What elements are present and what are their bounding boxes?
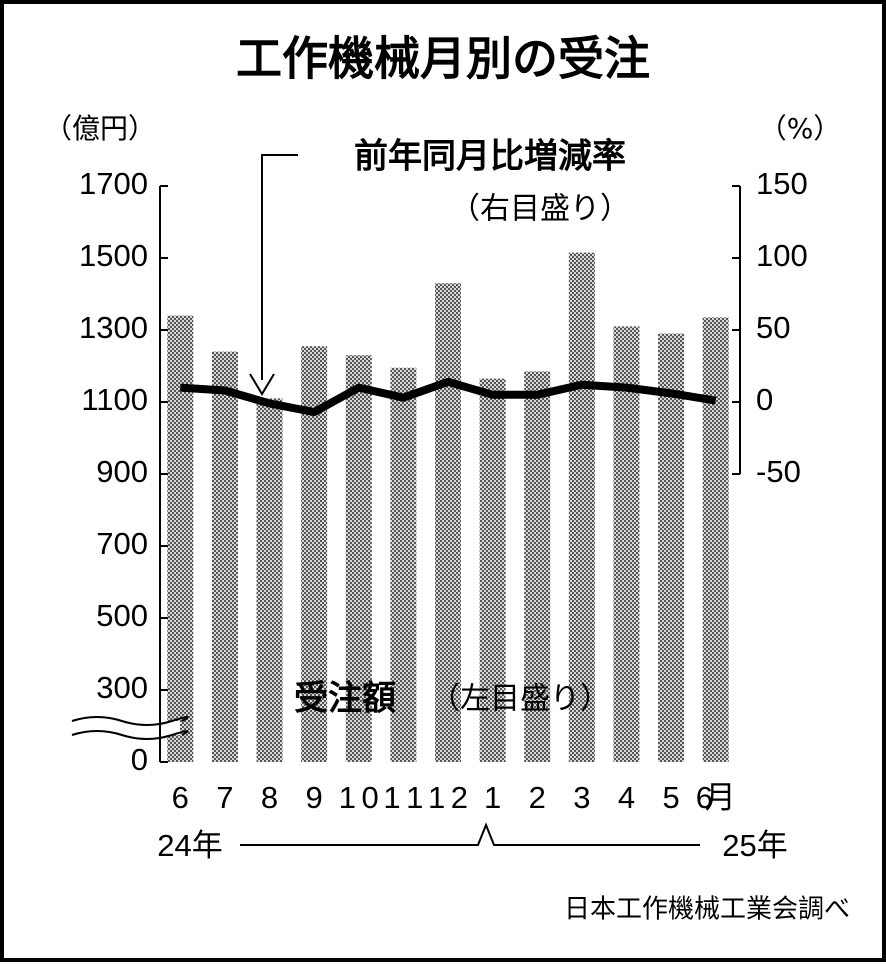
y2-tick-label: 150 xyxy=(756,166,808,201)
y-tick-label: 0 xyxy=(131,742,148,777)
bar xyxy=(568,252,595,762)
bar xyxy=(524,371,551,762)
x-tick-label: 1 xyxy=(484,780,501,815)
y2-tick-label: 100 xyxy=(756,238,808,273)
year-label: 25年 xyxy=(722,828,787,863)
bar xyxy=(390,367,417,762)
y2-tick-label: -50 xyxy=(756,454,801,489)
bar xyxy=(479,378,506,762)
bar xyxy=(702,317,729,762)
y-tick-label: 900 xyxy=(96,454,148,489)
axis-break xyxy=(71,730,189,740)
year-label: 24年 xyxy=(157,828,222,863)
y-tick-label: 1700 xyxy=(79,166,148,201)
x-tick-label: 9 xyxy=(306,780,323,815)
y2-tick-label: 50 xyxy=(756,310,790,345)
x-tick-label: 2 xyxy=(529,780,546,815)
bar xyxy=(256,398,283,762)
bar xyxy=(211,351,238,762)
source: 日本工作機械工業会調べ xyxy=(564,895,850,925)
bar xyxy=(435,283,461,762)
y2-tick-label: 0 xyxy=(756,382,773,417)
year-bracket xyxy=(240,822,700,846)
bar xyxy=(345,355,372,762)
y2-unit: （%） xyxy=(759,112,842,145)
x-tick-label: 8 xyxy=(261,780,278,815)
chart-title: 工作機械月別の受注 xyxy=(236,32,650,86)
x-tick-label: 4 xyxy=(618,780,635,815)
x-tick-label: 7 xyxy=(216,780,233,815)
x-tick-label: 5 xyxy=(662,780,679,815)
bar xyxy=(658,333,685,762)
x-tick-label: 6 xyxy=(172,780,189,815)
y-tick-label: 300 xyxy=(96,670,148,705)
bar-series-note: （左目盛り） xyxy=(430,682,610,717)
plot: 03005007009001100130015001700-5005010015… xyxy=(70,166,808,863)
line-series-name: 前年同月比増減率 xyxy=(354,137,626,177)
bar xyxy=(167,315,194,762)
y-tick-label: 700 xyxy=(96,526,148,561)
annotation-arrow xyxy=(261,154,298,380)
bar xyxy=(613,326,640,762)
x-tick-label: 3 xyxy=(573,780,590,815)
bar-series-name: 受注額 xyxy=(294,679,396,719)
x-tick-label: 6月 xyxy=(696,780,736,815)
y-tick-label: 1100 xyxy=(81,382,148,417)
y-tick-label: 1300 xyxy=(79,310,148,345)
arrow-head xyxy=(249,373,275,396)
y-tick-label: 1500 xyxy=(79,238,148,273)
line xyxy=(180,377,717,417)
y-tick-label: 500 xyxy=(96,598,148,633)
axis-break xyxy=(71,716,189,726)
line-series-note: （右目盛り） xyxy=(450,192,630,227)
y-unit: （億円） xyxy=(44,112,156,145)
